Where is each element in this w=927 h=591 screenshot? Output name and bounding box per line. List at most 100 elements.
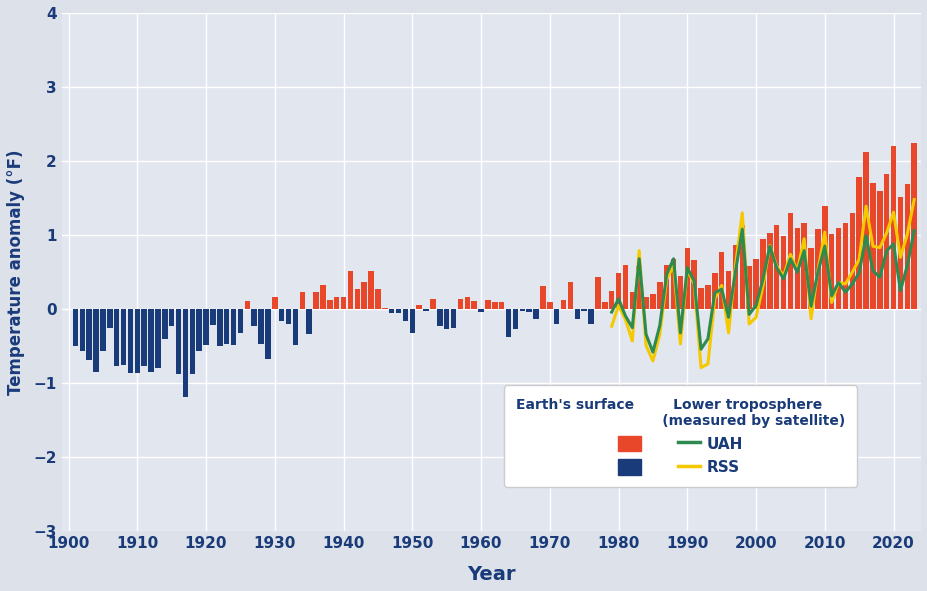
Bar [292,309,298,345]
Bar [94,309,98,372]
Bar [835,228,841,309]
Bar [223,309,229,344]
Bar [499,303,504,309]
Bar [642,297,648,309]
Bar [670,259,676,309]
Bar [622,265,628,309]
Bar [787,213,793,309]
Bar [272,297,277,309]
Bar [677,276,682,309]
Bar [636,266,641,309]
Bar [780,236,785,309]
Bar [197,309,202,350]
Bar [354,289,360,309]
Bar [684,248,690,309]
Bar [656,282,662,309]
Bar [767,233,771,309]
Bar [457,299,463,309]
Bar [86,309,92,359]
Bar [519,309,525,311]
Bar [890,146,895,309]
Bar [870,183,875,309]
Bar [348,271,353,309]
Bar [801,222,806,309]
Bar [279,309,284,321]
Bar [862,152,868,309]
Bar [121,309,126,365]
Bar [251,309,257,326]
Bar [485,300,490,309]
Bar [725,271,730,309]
Bar [286,309,291,324]
Bar [711,273,717,309]
Bar [265,309,271,359]
Bar [848,213,854,309]
Bar [540,286,545,309]
Bar [464,297,470,309]
Bar [896,197,902,309]
Bar [650,294,655,309]
Bar [437,309,442,326]
Bar [910,142,916,309]
Bar [340,297,346,309]
Bar [794,228,799,309]
Bar [388,309,394,313]
Bar [491,303,497,309]
Bar [217,309,222,346]
Bar [402,309,408,321]
Bar [423,309,428,311]
Bar [203,309,209,345]
Bar [904,184,909,309]
Bar [162,309,168,339]
Bar [814,229,819,309]
Bar [732,245,737,309]
Bar [382,308,387,309]
Bar [533,309,539,319]
Bar [691,259,696,309]
Bar [409,309,414,333]
Bar [629,292,634,309]
Bar [189,309,195,374]
Bar [828,235,833,309]
Bar [505,309,511,337]
Bar [430,299,435,309]
Bar [375,289,380,309]
Bar [753,259,758,309]
Bar [553,309,559,324]
Bar [512,309,517,329]
Bar [244,301,249,309]
Y-axis label: Temperature anomaly (°F): Temperature anomaly (°F) [6,150,25,395]
Bar [842,222,847,309]
Bar [608,291,614,309]
Bar [141,309,146,366]
Bar [416,306,422,309]
Bar [368,271,374,309]
Bar [705,285,710,309]
Bar [313,292,319,309]
Bar [175,309,181,374]
Bar [169,309,174,326]
Bar [155,309,160,368]
Bar [876,191,882,309]
Bar [258,309,263,344]
Bar [616,273,620,309]
Bar [299,292,305,309]
Bar [183,309,188,397]
Bar [477,309,483,312]
Bar [560,300,565,309]
Bar [697,288,703,309]
Bar [588,309,593,324]
Bar [739,226,744,309]
Bar [546,303,552,309]
X-axis label: Year: Year [466,565,515,584]
Bar [306,309,311,335]
Bar [856,177,861,309]
Bar [231,309,236,345]
Bar [745,266,751,309]
Bar [567,282,573,309]
Bar [471,301,476,309]
Bar [395,309,400,313]
Bar [443,309,449,329]
Bar [148,309,154,372]
Bar [718,252,724,309]
